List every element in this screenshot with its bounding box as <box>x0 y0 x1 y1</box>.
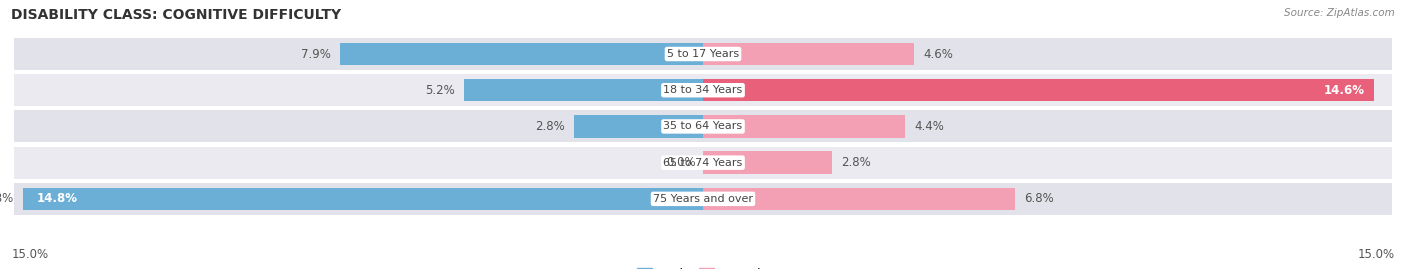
Bar <box>703 115 905 138</box>
Text: 65 to 74 Years: 65 to 74 Years <box>664 158 742 168</box>
Text: 5.2%: 5.2% <box>425 84 456 97</box>
Legend: Male, Female: Male, Female <box>631 263 775 269</box>
Bar <box>24 188 703 210</box>
Text: Source: ZipAtlas.com: Source: ZipAtlas.com <box>1284 8 1395 18</box>
Text: 2.8%: 2.8% <box>536 120 565 133</box>
Bar <box>703 188 1015 210</box>
Text: 75 Years and over: 75 Years and over <box>652 194 754 204</box>
Text: 6.8%: 6.8% <box>1025 192 1054 205</box>
Bar <box>703 79 1374 101</box>
Bar <box>14 74 1392 106</box>
Text: 35 to 64 Years: 35 to 64 Years <box>664 121 742 132</box>
Text: 14.6%: 14.6% <box>1323 84 1364 97</box>
Bar <box>340 43 703 65</box>
Text: DISABILITY CLASS: COGNITIVE DIFFICULTY: DISABILITY CLASS: COGNITIVE DIFFICULTY <box>11 8 342 22</box>
Text: 18 to 34 Years: 18 to 34 Years <box>664 85 742 95</box>
Text: 15.0%: 15.0% <box>1358 248 1395 261</box>
Text: 2.8%: 2.8% <box>841 156 870 169</box>
Text: 0.0%: 0.0% <box>666 156 696 169</box>
Bar <box>575 115 703 138</box>
Text: 15.0%: 15.0% <box>11 248 48 261</box>
Bar <box>14 38 1392 70</box>
Text: 4.6%: 4.6% <box>924 48 953 61</box>
Text: 5 to 17 Years: 5 to 17 Years <box>666 49 740 59</box>
Text: 7.9%: 7.9% <box>301 48 330 61</box>
Text: 14.8%: 14.8% <box>0 192 14 205</box>
Text: 14.8%: 14.8% <box>37 192 77 205</box>
Bar <box>14 183 1392 215</box>
Bar <box>14 147 1392 179</box>
Bar <box>14 111 1392 142</box>
Bar <box>464 79 703 101</box>
Text: 4.4%: 4.4% <box>914 120 945 133</box>
Bar <box>703 151 831 174</box>
Bar <box>703 43 914 65</box>
